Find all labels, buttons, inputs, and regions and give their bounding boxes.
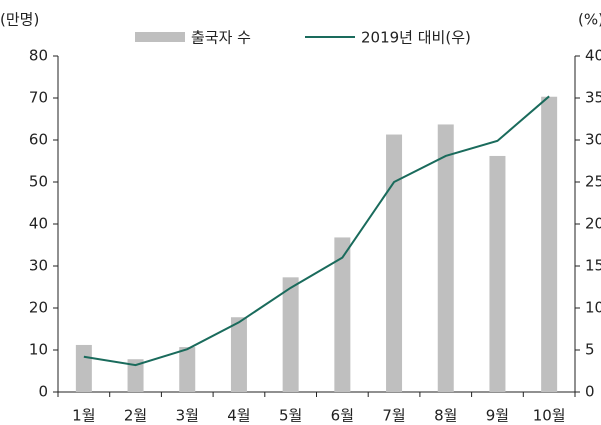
y-tick-label: 40: [29, 215, 48, 233]
x-tick-label: 6월: [331, 407, 354, 425]
bar: [489, 155, 506, 392]
y-tick-label: 20: [29, 299, 48, 317]
y-tick-label: 80: [29, 47, 48, 65]
bar: [75, 344, 92, 392]
y2-tick-label: 0: [585, 383, 595, 401]
x-tick-label: 2월: [124, 407, 147, 425]
y-tick-label: 60: [29, 131, 48, 149]
bar: [127, 359, 144, 392]
bar: [541, 96, 558, 393]
y-tick-label: 10: [29, 341, 48, 359]
y2-tick-label: 25: [585, 173, 601, 191]
x-tick-label: 4월: [227, 407, 250, 425]
y-axis-title: (만명): [0, 11, 39, 29]
x-tick-label: 10월: [533, 407, 566, 425]
legend-swatch: [135, 32, 185, 42]
bar: [282, 277, 299, 392]
bar: [230, 317, 247, 392]
x-tick-label: 1월: [72, 407, 95, 425]
x-tick-label: 3월: [176, 407, 199, 425]
x-tick-label: 8월: [434, 407, 457, 425]
line: [83, 95, 550, 367]
y2-axis-title: (%): [578, 11, 601, 29]
y2-tick-label: 15: [585, 257, 601, 275]
y-tick-label: 30: [29, 257, 48, 275]
y-tick-label: 0: [38, 383, 48, 401]
y2-tick-label: 20: [585, 215, 601, 233]
y2-tick-label: 10: [585, 299, 601, 317]
y2-tick-label: 40: [585, 47, 601, 65]
y2-tick-label: 30: [585, 131, 601, 149]
legend-label: 2019년 대비(우): [361, 29, 471, 47]
x-tick-label: 5월: [279, 407, 302, 425]
x-tick-label: 9월: [486, 407, 509, 425]
legend-label: 출국자 수: [191, 29, 251, 47]
bar: [386, 134, 403, 393]
y2-tick-label: 5: [585, 341, 595, 359]
bar: [179, 347, 196, 392]
y2-tick-label: 35: [585, 89, 601, 107]
y-tick-label: 50: [29, 173, 48, 191]
x-tick-label: 7월: [382, 407, 405, 425]
bar: [437, 124, 454, 393]
y-tick-label: 70: [29, 89, 48, 107]
bar: [334, 237, 351, 392]
